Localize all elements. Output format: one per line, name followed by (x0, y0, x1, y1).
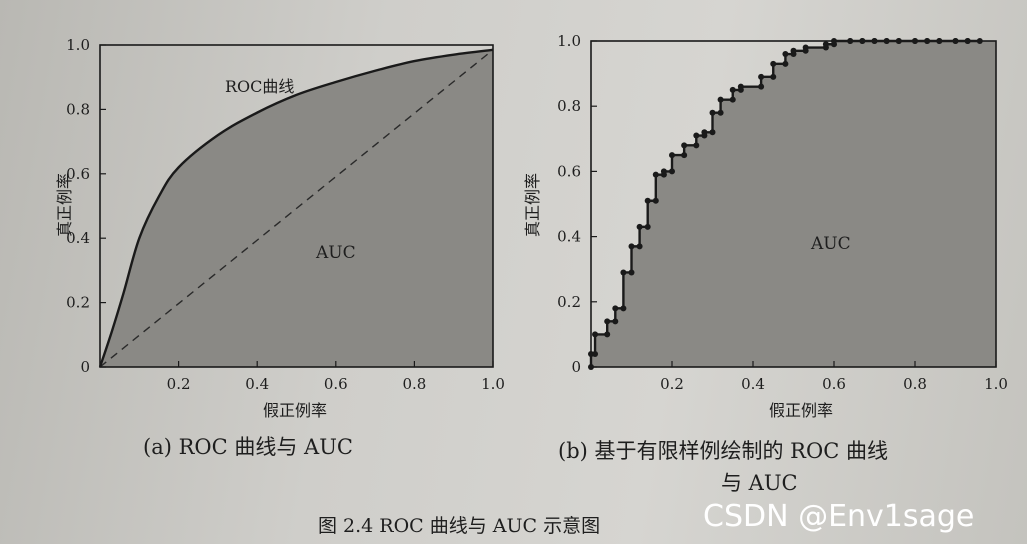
roc-point (717, 96, 724, 103)
roc-panel-a: 0 0.2 0.4 0.6 0.8 1.0 0.2 0.4 0.6 0.8 1.0 ROC曲线 A… (55, 36, 505, 459)
a-ytick-label: 0.6 (66, 165, 90, 183)
roc-curve-a (98, 48, 494, 368)
b-ytick-label: 0.6 (557, 162, 581, 180)
a-ytick-label: 0.8 (66, 100, 90, 118)
roc-point (737, 83, 744, 90)
roc-point (592, 331, 599, 338)
roc-panel-b: 0 0.2 0.4 0.6 0.8 1.0 0.2 0.4 0.6 0.8 1.0 AUC 假正例… (523, 32, 1008, 495)
auc-area-b (591, 41, 996, 367)
roc-point (669, 152, 675, 159)
roc-point (681, 152, 688, 159)
roc-point (628, 243, 635, 250)
roc-point (604, 331, 611, 338)
a-xtick-label: 0.4 (245, 375, 269, 393)
plot-frame-a (99, 44, 494, 368)
roc-point (644, 197, 651, 204)
b-xtick-label: 0.6 (822, 375, 846, 393)
b-xtick-label: 0.8 (903, 375, 927, 393)
random-diagonal-line (99, 49, 494, 368)
roc-point (620, 305, 627, 312)
a-ytick-label: 0.2 (66, 294, 90, 312)
y-axis-label-b: 真正例率 (523, 173, 542, 237)
roc-point (652, 197, 659, 204)
roc-point (636, 243, 643, 250)
roc-point (620, 269, 627, 276)
a-xtick-label: 1.0 (481, 375, 505, 393)
a-ytick-label: 0.4 (66, 229, 90, 247)
b-ytick-label: 0.2 (557, 293, 581, 311)
auc-label-b: AUC (810, 234, 851, 254)
caption-a: (a) ROC 曲线与 AUC (143, 435, 353, 459)
roc-point (652, 171, 659, 178)
a-ytick-label: 1.0 (66, 36, 90, 54)
roc-point (636, 223, 643, 230)
roc-point (709, 129, 716, 136)
roc-point (644, 223, 651, 230)
a-ytick-label: 0 (80, 358, 90, 376)
roc-point (660, 168, 667, 175)
b-ytick-label: 0 (571, 358, 581, 376)
roc-point (758, 73, 765, 80)
a-xtick-label: 0.8 (402, 375, 426, 393)
caption-b-line-2: 与 AUC (721, 471, 798, 495)
roc-point (729, 96, 736, 103)
roc-point (822, 41, 829, 48)
auc-label-a: AUC (315, 243, 356, 263)
roc-point (782, 51, 789, 58)
x-axis-label-a: 假正例率 (263, 401, 327, 420)
roc-point (770, 60, 777, 67)
roc-point (701, 129, 708, 136)
a-xtick-label: 0.6 (324, 375, 348, 393)
roc-point (612, 318, 619, 325)
roc-point (681, 142, 688, 149)
roc-curve-label: ROC曲线 (225, 77, 294, 96)
roc-point (770, 73, 777, 80)
caption-b-line-1: (b) 基于有限样例绘制的 ROC 曲线 (558, 439, 888, 463)
roc-point (782, 60, 789, 67)
roc-point (592, 350, 599, 357)
b-xtick-label: 1.0 (984, 375, 1008, 393)
y-axis-label-a: 真正例率 (55, 173, 74, 237)
b-xtick-label: 0.4 (741, 375, 765, 393)
plot-frame-b (590, 40, 997, 368)
roc-point (790, 47, 797, 54)
roc-point (612, 305, 619, 312)
x-axis-label-b: 假正例率 (769, 401, 833, 420)
roc-point (669, 168, 675, 175)
figure-caption: 图 2.4 ROC 曲线与 AUC 示意图 (318, 515, 600, 537)
roc-point (628, 269, 635, 276)
roc-point (709, 109, 716, 116)
b-ytick-label: 0.4 (557, 228, 581, 246)
roc-point (693, 142, 700, 149)
b-xtick-label: 0.2 (660, 375, 684, 393)
a-xtick-label: 0.2 (167, 375, 191, 393)
b-ytick-label: 0.8 (557, 97, 581, 115)
roc-point (693, 132, 700, 139)
roc-point (604, 318, 611, 325)
csdn-watermark: CSDN @Env1sage (703, 499, 974, 534)
roc-point (758, 83, 765, 90)
b-ytick-label: 1.0 (557, 32, 581, 50)
roc-point (717, 109, 724, 116)
roc-point (729, 86, 736, 93)
roc-point (802, 44, 809, 51)
